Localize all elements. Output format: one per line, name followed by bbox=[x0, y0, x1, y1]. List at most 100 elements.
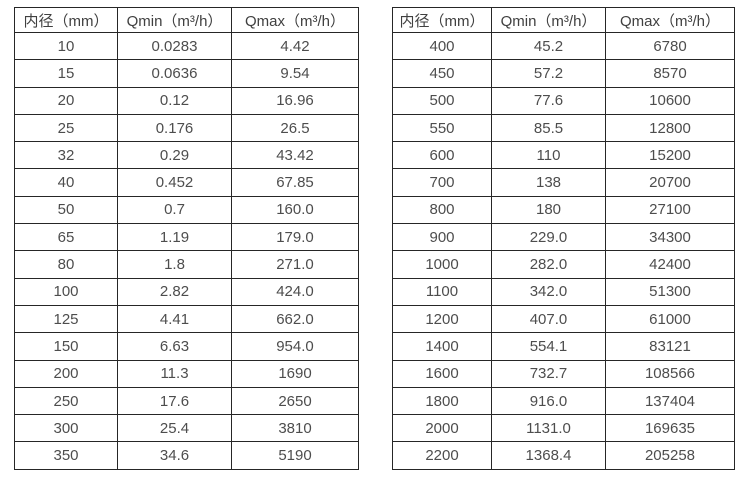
cell-diameter: 20 bbox=[14, 86, 118, 115]
cell-diameter: 100 bbox=[14, 277, 118, 306]
cell-qmax: 3810 bbox=[231, 414, 359, 443]
cell-diameter: 2200 bbox=[392, 441, 492, 470]
cell-diameter: 400 bbox=[392, 31, 492, 61]
cell-qmin: 229.0 bbox=[491, 223, 606, 252]
cell-qmax: 42400 bbox=[605, 250, 735, 279]
table-row: 2200 1368.4 205258 bbox=[392, 441, 735, 470]
cell-qmax: 179.0 bbox=[231, 223, 359, 252]
cell-diameter: 700 bbox=[392, 168, 492, 197]
table-row: 200 11.3 1690 bbox=[14, 359, 359, 388]
cell-qmax: 6780 bbox=[605, 31, 735, 61]
table-row: 550 85.5 12800 bbox=[392, 113, 735, 143]
table-row: 15 0.0636 9.54 bbox=[14, 59, 359, 88]
cell-qmin: 1131.0 bbox=[491, 414, 606, 443]
table-row: 500 77.6 10600 bbox=[392, 86, 735, 115]
cell-qmax: 61000 bbox=[605, 304, 735, 334]
cell-qmax: 20700 bbox=[605, 168, 735, 197]
cell-qmax: 51300 bbox=[605, 277, 735, 306]
cell-diameter: 300 bbox=[14, 414, 118, 443]
cell-diameter: 250 bbox=[14, 386, 118, 416]
column-header-diameter: 内径（mm） bbox=[392, 7, 492, 33]
column-header-qmax: Qmax（m³/h） bbox=[231, 7, 359, 33]
cell-qmin: 0.0636 bbox=[117, 59, 232, 88]
cell-qmin: 0.0283 bbox=[117, 31, 232, 61]
cell-qmin: 0.452 bbox=[117, 168, 232, 197]
column-header-diameter: 内径（mm） bbox=[14, 7, 118, 33]
cell-qmax: 169635 bbox=[605, 414, 735, 443]
cell-diameter: 150 bbox=[14, 332, 118, 361]
table-row: 400 45.2 6780 bbox=[392, 31, 735, 61]
table-row: 700 138 20700 bbox=[392, 168, 735, 197]
cell-qmax: 271.0 bbox=[231, 250, 359, 279]
cell-diameter: 40 bbox=[14, 168, 118, 197]
table-row: 1200 407.0 61000 bbox=[392, 304, 735, 334]
cell-diameter: 1400 bbox=[392, 332, 492, 361]
cell-qmax: 83121 bbox=[605, 332, 735, 361]
cell-qmax: 4.42 bbox=[231, 31, 359, 61]
cell-qmin: 138 bbox=[491, 168, 606, 197]
cell-qmax: 10600 bbox=[605, 86, 735, 115]
table-row: 1400 554.1 83121 bbox=[392, 332, 735, 361]
table-row: 65 1.19 179.0 bbox=[14, 223, 359, 252]
column-header-qmin: Qmin（m³/h） bbox=[491, 7, 606, 33]
cell-diameter: 550 bbox=[392, 113, 492, 143]
cell-qmax: 12800 bbox=[605, 113, 735, 143]
table-row: 600 110 15200 bbox=[392, 141, 735, 170]
flow-rate-table-small-diameters: 内径（mm） Qmin（m³/h） Qmax（m³/h） 10 0.0283 4.4… bbox=[14, 7, 359, 470]
header-row: 内径（mm） Qmin（m³/h） Qmax（m³/h） bbox=[14, 7, 359, 33]
cell-qmin: 25.4 bbox=[117, 414, 232, 443]
table-row: 80 1.8 271.0 bbox=[14, 250, 359, 279]
cell-qmin: 11.3 bbox=[117, 359, 232, 388]
cell-qmin: 0.29 bbox=[117, 141, 232, 170]
table-row: 1600 732.7 108566 bbox=[392, 359, 735, 388]
cell-qmax: 15200 bbox=[605, 141, 735, 170]
cell-qmin: 282.0 bbox=[491, 250, 606, 279]
cell-diameter: 800 bbox=[392, 195, 492, 225]
cell-diameter: 1800 bbox=[392, 386, 492, 416]
table-row: 125 4.41 662.0 bbox=[14, 304, 359, 334]
cell-qmin: 916.0 bbox=[491, 386, 606, 416]
cell-qmin: 0.176 bbox=[117, 113, 232, 143]
cell-diameter: 25 bbox=[14, 113, 118, 143]
cell-diameter: 1600 bbox=[392, 359, 492, 388]
cell-qmin: 17.6 bbox=[117, 386, 232, 416]
cell-qmax: 137404 bbox=[605, 386, 735, 416]
cell-diameter: 900 bbox=[392, 223, 492, 252]
cell-qmax: 26.5 bbox=[231, 113, 359, 143]
cell-diameter: 125 bbox=[14, 304, 118, 334]
column-header-qmin: Qmin（m³/h） bbox=[117, 7, 232, 33]
cell-qmin: 407.0 bbox=[491, 304, 606, 334]
cell-qmin: 45.2 bbox=[491, 31, 606, 61]
table-row: 1100 342.0 51300 bbox=[392, 277, 735, 306]
cell-qmin: 1368.4 bbox=[491, 441, 606, 470]
table-row: 350 34.6 5190 bbox=[14, 441, 359, 470]
cell-qmax: 16.96 bbox=[231, 86, 359, 115]
cell-qmax: 1690 bbox=[231, 359, 359, 388]
cell-qmax: 9.54 bbox=[231, 59, 359, 88]
cell-qmin: 732.7 bbox=[491, 359, 606, 388]
cell-diameter: 1200 bbox=[392, 304, 492, 334]
cell-diameter: 1100 bbox=[392, 277, 492, 306]
table-row: 50 0.7 160.0 bbox=[14, 195, 359, 225]
cell-diameter: 15 bbox=[14, 59, 118, 88]
column-header-qmax: Qmax（m³/h） bbox=[605, 7, 735, 33]
cell-qmin: 0.7 bbox=[117, 195, 232, 225]
cell-diameter: 350 bbox=[14, 441, 118, 470]
cell-qmax: 67.85 bbox=[231, 168, 359, 197]
cell-qmin: 180 bbox=[491, 195, 606, 225]
cell-diameter: 50 bbox=[14, 195, 118, 225]
cell-diameter: 80 bbox=[14, 250, 118, 279]
cell-qmax: 108566 bbox=[605, 359, 735, 388]
table-row: 40 0.452 67.85 bbox=[14, 168, 359, 197]
table-row: 2000 1131.0 169635 bbox=[392, 414, 735, 443]
cell-qmin: 110 bbox=[491, 141, 606, 170]
cell-diameter: 600 bbox=[392, 141, 492, 170]
cell-qmax: 5190 bbox=[231, 441, 359, 470]
cell-qmin: 6.63 bbox=[117, 332, 232, 361]
cell-qmax: 205258 bbox=[605, 441, 735, 470]
cell-diameter: 32 bbox=[14, 141, 118, 170]
cell-qmax: 27100 bbox=[605, 195, 735, 225]
table-row: 450 57.2 8570 bbox=[392, 59, 735, 88]
cell-qmin: 4.41 bbox=[117, 304, 232, 334]
